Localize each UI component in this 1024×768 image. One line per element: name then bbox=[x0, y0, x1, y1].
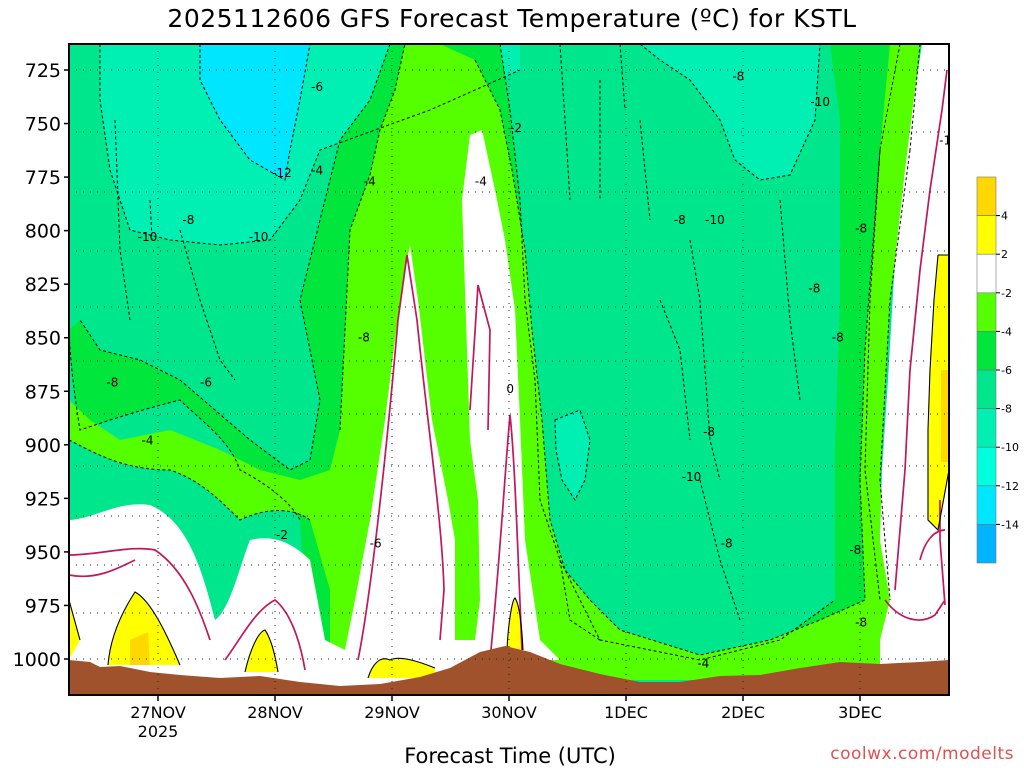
band-2-sfc-4 bbox=[368, 658, 435, 678]
contour-label: -4 bbox=[141, 434, 153, 448]
contour-label: -8 bbox=[106, 376, 118, 390]
x-tick-label: 2DEC bbox=[721, 703, 765, 722]
contour-label: -6 bbox=[311, 80, 323, 94]
legend-swatch bbox=[976, 485, 997, 525]
contour-label: -2 bbox=[510, 121, 522, 135]
color-legend: 4 2 -2 -4 -6 -8 -10 -12 -14 bbox=[976, 176, 1019, 564]
y-tick-label: 775 bbox=[25, 167, 61, 189]
y-tick-label: 1000 bbox=[13, 649, 61, 671]
contour-label: -10 bbox=[939, 134, 959, 148]
contour-label: -10 bbox=[249, 230, 269, 244]
freezing-contour-lines bbox=[69, 254, 949, 679]
band-minus-10-east bbox=[640, 44, 820, 180]
legend-label: -2 bbox=[1001, 287, 1012, 300]
contour-label: -4 bbox=[311, 164, 323, 178]
contour-label: -6 bbox=[1007, 586, 1019, 600]
contour-label: -8 bbox=[832, 331, 844, 345]
x-tick-label: 29NOV bbox=[364, 703, 420, 722]
band-2-sfc-1 bbox=[69, 600, 80, 660]
legend-label: -6 bbox=[1001, 364, 1012, 377]
contour-label: -8 bbox=[849, 543, 861, 557]
y-tick-label: 825 bbox=[25, 274, 61, 296]
contour-label: -8 bbox=[960, 344, 972, 358]
contour-labels: -6 -2 -8 -10 -10 -12 -4 -4 -4 -8 -10 -10 -8 -10 -8 -6 -8… bbox=[106, 69, 1021, 670]
contour-label: -6 bbox=[370, 536, 382, 550]
legend-label: -8 bbox=[1001, 403, 1012, 416]
x-tick-label: 3DEC bbox=[838, 703, 882, 722]
y-tick-label: 950 bbox=[25, 542, 61, 564]
legend-label: -14 bbox=[1001, 518, 1019, 531]
contour-label: -4 bbox=[475, 174, 487, 188]
contour-label: -8 bbox=[182, 213, 194, 227]
band-minus-10-blob bbox=[555, 410, 590, 500]
legend-swatch bbox=[976, 253, 997, 294]
contour-label: -8 bbox=[358, 331, 370, 345]
x-tick-label: 27NOV bbox=[130, 703, 186, 722]
contour-label-box bbox=[1005, 585, 1021, 598]
legend-swatch bbox=[976, 176, 997, 216]
band-0-minus-2 bbox=[69, 130, 560, 690]
contour-label: -10 bbox=[705, 213, 725, 227]
x-tick-label: 30NOV bbox=[481, 703, 537, 722]
band-4-east bbox=[941, 370, 949, 462]
band-4-sfc bbox=[130, 632, 150, 665]
y-tick-label: 800 bbox=[25, 221, 61, 243]
legend-swatch bbox=[976, 292, 997, 332]
contour-label: -8 bbox=[855, 616, 867, 630]
contour-label: -8 bbox=[808, 281, 820, 295]
legend-swatch bbox=[976, 331, 997, 371]
x-year-label: 2025 bbox=[138, 722, 179, 741]
legend-label: -12 bbox=[1001, 480, 1019, 493]
credit-link[interactable]: coolwx.com/modelts bbox=[830, 744, 1014, 764]
contour-label: 0 bbox=[506, 382, 514, 396]
contour-label: -4 bbox=[697, 656, 709, 670]
contour-label: -8 bbox=[721, 536, 733, 550]
legend-label: -10 bbox=[1001, 441, 1019, 454]
warm-contour-lines bbox=[69, 69, 948, 671]
y-tick-label: 875 bbox=[25, 381, 61, 403]
legend-swatch bbox=[976, 408, 997, 448]
y-tick-label: 750 bbox=[25, 114, 61, 136]
contour-label-box bbox=[958, 343, 974, 356]
y-tick-label: 900 bbox=[25, 435, 61, 457]
contour-label: -6 bbox=[1007, 204, 1019, 218]
band-0-east bbox=[880, 44, 949, 695]
x-axis: 27NOV 28NOV 29NOV 30NOV 1DEC 2DEC 3DEC 2025 bbox=[130, 695, 882, 741]
band-minus-14 bbox=[200, 44, 310, 180]
temperature-field: -6 -2 -8 -10 -10 -12 -4 -4 -4 -8 -10 -10 -8 -10 -8 -6 -8… bbox=[69, 44, 1021, 695]
contour-label: -8 bbox=[855, 221, 867, 235]
y-axis: 725 750 775 800 825 850 875 900 925 950 975 1000 bbox=[13, 60, 69, 671]
legend-swatch bbox=[976, 524, 997, 564]
contour-label: -8 bbox=[732, 69, 744, 83]
legend-label: 2 bbox=[1001, 248, 1008, 261]
x-tick-label: 28NOV bbox=[247, 703, 303, 722]
contour-label: -6 bbox=[200, 376, 212, 390]
contour-label: -4 bbox=[364, 174, 376, 188]
x-tick-label: 1DEC bbox=[604, 703, 648, 722]
contour-label: -8 bbox=[703, 425, 715, 439]
contour-label: -10 bbox=[138, 230, 158, 244]
y-tick-label: 725 bbox=[25, 60, 61, 82]
chart-title: 2025112606 GFS Forecast Temperature (ºC)… bbox=[167, 4, 857, 33]
contour-label: -8 bbox=[674, 213, 686, 227]
cold-contour-lines bbox=[69, 44, 921, 661]
legend-swatch bbox=[976, 369, 997, 409]
contour-label: -10 bbox=[810, 95, 830, 109]
contour-label: -10 bbox=[682, 470, 702, 484]
legend-swatch bbox=[976, 446, 997, 487]
y-tick-label: 925 bbox=[25, 488, 61, 510]
band-2-sfc-2 bbox=[108, 592, 180, 665]
legend-label: 4 bbox=[1001, 210, 1008, 223]
terrain bbox=[69, 646, 949, 695]
legend-label: -4 bbox=[1001, 325, 1012, 338]
y-tick-label: 850 bbox=[25, 328, 61, 350]
contour-label: -2 bbox=[276, 528, 288, 542]
x-axis-label: Forecast Time (UTC) bbox=[404, 744, 616, 768]
y-tick-label: 975 bbox=[25, 595, 61, 617]
contour-label: -12 bbox=[272, 166, 292, 180]
legend-swatch bbox=[976, 215, 997, 255]
